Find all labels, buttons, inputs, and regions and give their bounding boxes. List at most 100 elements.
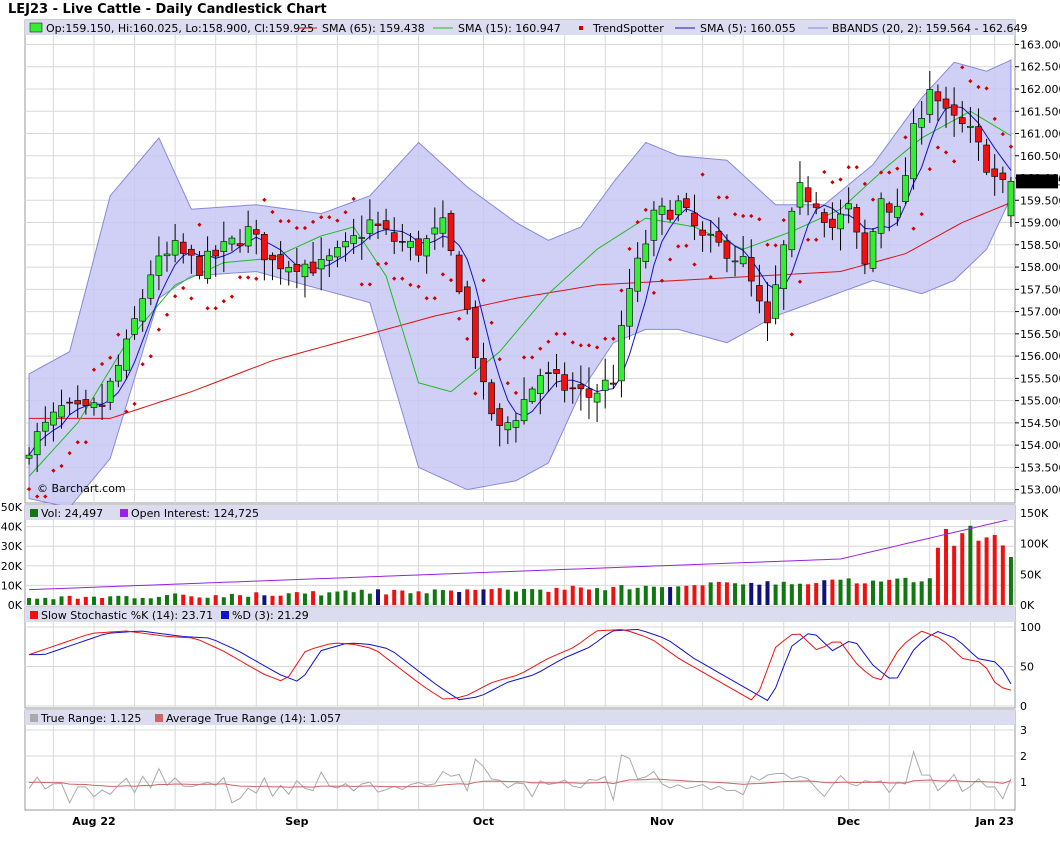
trendspotter-dot [319, 215, 324, 220]
candle-body [399, 241, 406, 243]
candle [147, 260, 155, 306]
candle-body [390, 232, 398, 242]
candle-body [188, 248, 195, 256]
candle-body [634, 257, 641, 292]
trendspotter-dot [862, 181, 867, 186]
volume-bar [116, 595, 121, 605]
volume-bar [854, 583, 859, 605]
candle [472, 300, 479, 369]
candle-body [512, 420, 520, 428]
volume-bar [213, 595, 218, 605]
trendspotter-dot [408, 282, 413, 288]
candle [480, 342, 487, 400]
volume-bar [830, 579, 835, 605]
trendspotter-dot [562, 331, 567, 337]
atr-swatch [155, 714, 163, 722]
trendspotter-dot [181, 285, 186, 291]
volume-bar [375, 589, 380, 605]
candle [131, 306, 138, 340]
candle [220, 221, 228, 273]
candle [171, 224, 179, 263]
candle [731, 246, 739, 277]
volume-bar [286, 593, 291, 605]
legend-stoch-k: Slow Stochastic %K (14): 23.71 [41, 609, 213, 622]
candle-body [926, 89, 934, 115]
trendspotter-dot [927, 166, 932, 172]
volume-bar [530, 589, 535, 605]
oi-tick-right: 150K [1020, 507, 1049, 520]
trendspotter-dot [741, 213, 746, 219]
candle [228, 235, 236, 252]
trendspotter-dot [716, 195, 721, 200]
candle [626, 268, 633, 340]
trendspotter-dot [643, 207, 648, 213]
legend-sma65: SMA (65): 159.438 [322, 22, 425, 35]
volume-bar [684, 585, 689, 605]
volume-bar [140, 597, 145, 605]
candle [975, 108, 982, 161]
trendspotter-dot [773, 243, 778, 248]
legend-stoch-d: %D (3): 21.29 [232, 609, 309, 622]
candle-body [642, 243, 650, 262]
candle-body [220, 241, 228, 253]
volume-bar [278, 595, 283, 605]
candle-body [658, 205, 666, 215]
price-tick-label: 163.000 [1020, 38, 1060, 51]
candle [885, 201, 893, 232]
candle [301, 259, 309, 298]
candle [821, 208, 828, 238]
trendspotter-dot [375, 261, 381, 267]
trendspotter-dot [570, 340, 575, 345]
candle [520, 377, 528, 425]
candle-body [975, 126, 982, 143]
candle [269, 252, 276, 281]
trendspotter-dot [173, 294, 178, 299]
candle [212, 245, 219, 277]
trendspotter-dot [732, 212, 738, 217]
volume-bar [173, 593, 178, 605]
price-tick-label: 159.500 [1020, 194, 1060, 207]
trendspotter-dot [343, 210, 348, 215]
legend-bar-tr [25, 710, 1015, 725]
candle [277, 241, 284, 285]
volume-bar [473, 589, 478, 605]
price-tick-label: 160.500 [1020, 150, 1060, 163]
trendspotter-dot [765, 242, 770, 247]
volume-bar [359, 589, 364, 605]
volume-tick-left: 20K [1, 560, 23, 573]
volume-bar [319, 595, 324, 605]
candle-body [585, 388, 593, 398]
candle [926, 71, 934, 123]
volume-bar [75, 598, 80, 605]
volume-bar [205, 597, 210, 605]
candle-body [66, 401, 73, 404]
candle [829, 202, 836, 241]
candle [658, 197, 666, 236]
candle-body [845, 203, 852, 210]
candle-body [626, 288, 633, 327]
candle-body [553, 369, 560, 374]
legend-volume: Vol: 24,497 [41, 507, 103, 520]
volume-bar [789, 584, 794, 605]
volume-bar [765, 581, 770, 605]
trendspotter-dot [270, 209, 275, 215]
trendspotter-dot [465, 336, 470, 341]
candle [739, 235, 747, 268]
volume-bar [1000, 545, 1005, 605]
volume-bar [108, 596, 113, 605]
candle-body [317, 259, 325, 270]
volume-bar [408, 593, 413, 605]
tr-swatch [30, 714, 38, 722]
trendspotter-dot [838, 177, 843, 182]
candle-body [147, 274, 155, 299]
volume-bar [197, 597, 202, 605]
stoch-k-line [28, 628, 1012, 701]
trendspotter-dot [822, 169, 827, 175]
volume-bar [311, 591, 316, 605]
candle [350, 218, 357, 255]
candle [553, 353, 560, 388]
candle-body [691, 212, 698, 227]
candle-body [407, 240, 414, 248]
volume-bar [132, 598, 137, 605]
